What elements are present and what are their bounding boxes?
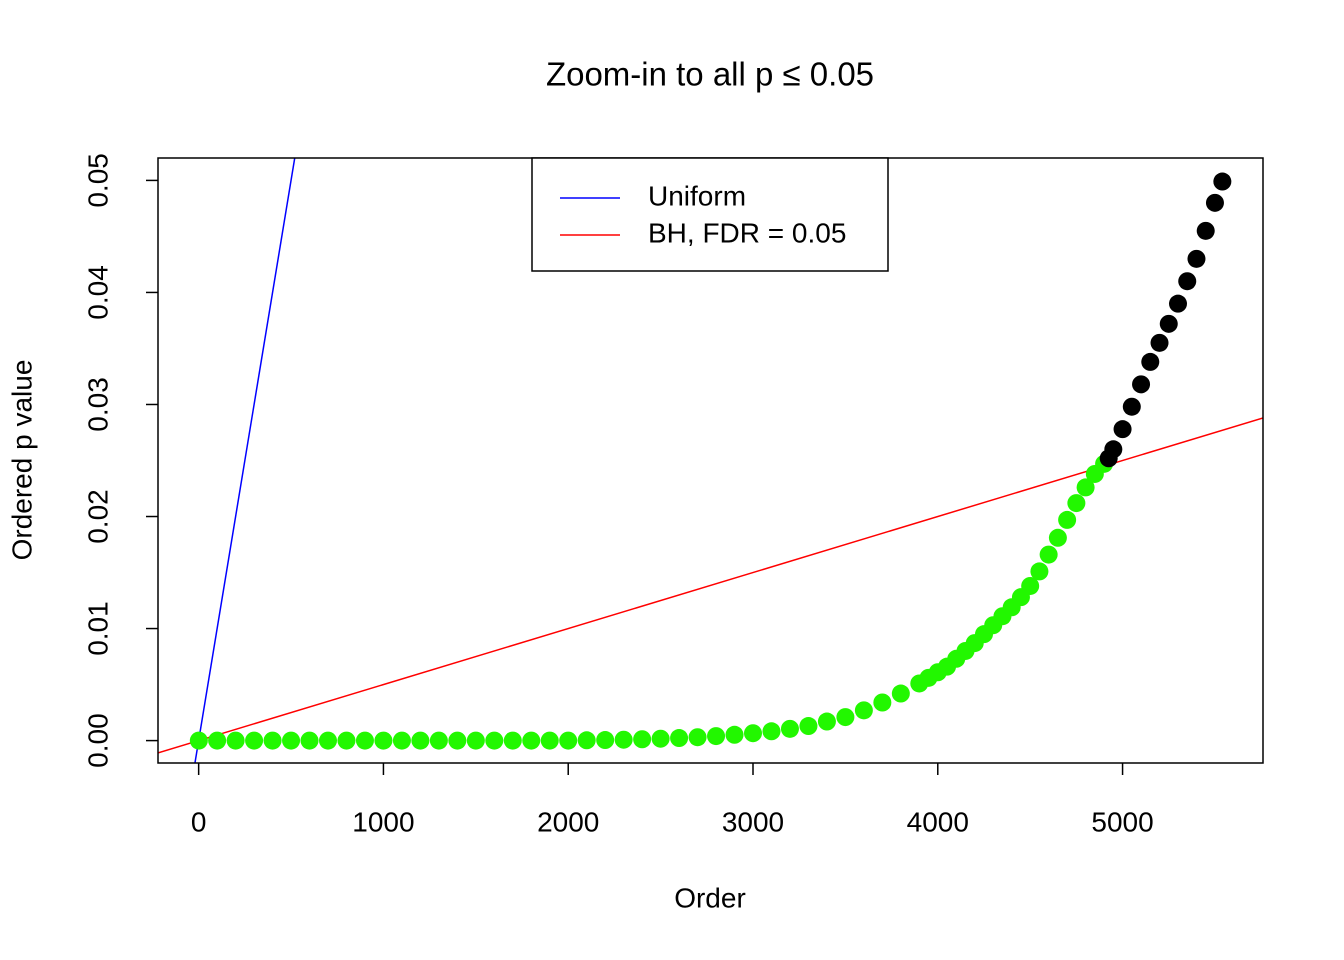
reference-line <box>158 417 1263 754</box>
point <box>762 722 781 741</box>
point <box>429 731 448 750</box>
point <box>355 731 374 750</box>
point <box>1159 314 1178 333</box>
y-tick-label: 0.04 <box>82 265 113 320</box>
chart-title: Zoom-in to all p ≤ 0.05 <box>546 56 874 93</box>
point <box>263 731 282 750</box>
point <box>651 729 670 748</box>
point <box>744 724 762 743</box>
point <box>873 693 892 712</box>
point <box>1030 562 1049 581</box>
point <box>596 731 615 750</box>
x-axis-label: Order <box>674 882 746 913</box>
point <box>1122 397 1141 416</box>
point <box>1213 172 1232 191</box>
point <box>448 731 467 750</box>
point <box>1113 420 1132 439</box>
point <box>891 684 910 703</box>
point <box>1178 272 1197 291</box>
point <box>485 731 504 750</box>
point <box>337 731 356 750</box>
point <box>208 731 227 750</box>
point <box>1104 440 1123 459</box>
point <box>503 731 522 750</box>
point <box>725 725 744 744</box>
point <box>319 731 337 750</box>
point <box>1021 576 1040 595</box>
x-tick-label: 5000 <box>1091 806 1153 837</box>
x-tick-label: 4000 <box>907 806 969 837</box>
y-tick-label: 0.05 <box>82 153 113 208</box>
y-tick-label: 0.00 <box>82 713 113 768</box>
point <box>1058 510 1077 529</box>
point <box>1187 249 1206 268</box>
point <box>614 730 633 749</box>
point <box>1067 494 1086 513</box>
point <box>540 731 559 750</box>
legend-label: BH, FDR = 0.05 <box>648 217 846 248</box>
point <box>522 731 541 750</box>
point <box>1169 294 1187 313</box>
point <box>392 731 411 750</box>
point <box>559 731 578 750</box>
point <box>854 701 873 720</box>
point <box>577 731 596 750</box>
point <box>1150 333 1169 352</box>
point <box>189 731 208 750</box>
x-tick-label: 3000 <box>722 806 784 837</box>
point <box>780 719 799 738</box>
point <box>1039 545 1058 564</box>
point <box>466 731 485 750</box>
x-tick-label: 2000 <box>537 806 599 837</box>
y-tick-label: 0.01 <box>82 601 113 656</box>
point <box>411 731 430 750</box>
x-tick-label: 1000 <box>352 806 414 837</box>
point <box>707 727 726 746</box>
point <box>670 729 689 748</box>
point <box>1196 221 1215 240</box>
y-axis-label: Ordered p value <box>6 360 37 561</box>
point <box>1132 375 1151 394</box>
point <box>1048 528 1067 547</box>
point <box>245 731 264 750</box>
point <box>799 717 818 736</box>
y-tick-label: 0.03 <box>82 377 113 432</box>
point <box>688 728 707 747</box>
point <box>633 730 652 749</box>
point <box>374 731 393 750</box>
y-tick-label: 0.02 <box>82 489 113 544</box>
point <box>817 712 836 731</box>
x-tick-label: 0 <box>191 806 207 837</box>
point <box>1205 193 1224 212</box>
point <box>300 731 319 750</box>
point <box>1076 478 1095 497</box>
point <box>282 731 301 750</box>
legend-label: Uniform <box>648 180 746 211</box>
point <box>226 731 245 750</box>
legend <box>531 157 889 272</box>
plot-area <box>158 158 1263 763</box>
point <box>1141 352 1160 371</box>
point <box>836 708 855 727</box>
